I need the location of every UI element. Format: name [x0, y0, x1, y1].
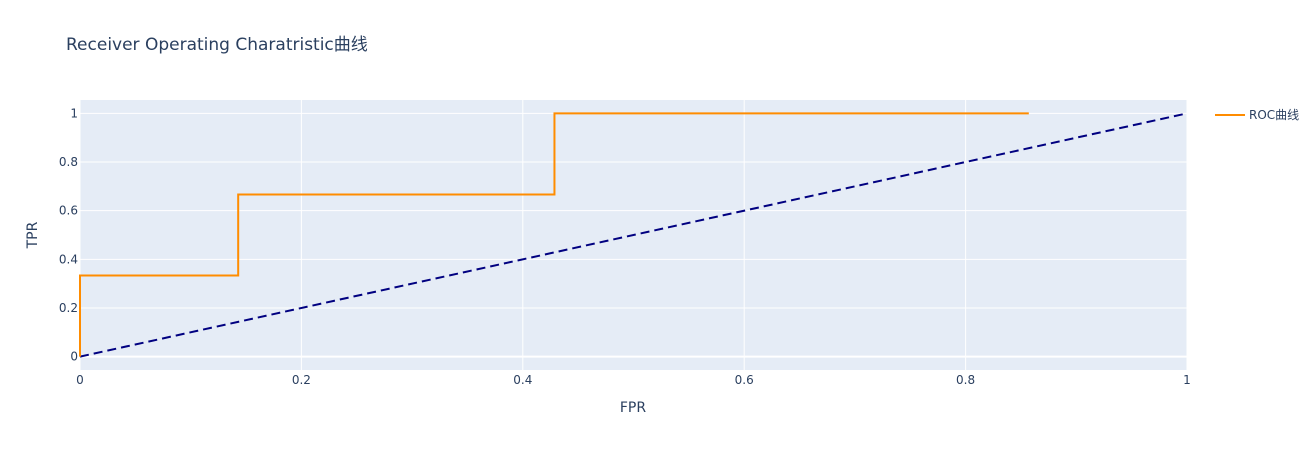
- y-tick-label: 1: [70, 106, 78, 120]
- x-tick-label: 0: [76, 373, 84, 387]
- y-axis-ticks: 0 0.2 0.4 0.6 0.8 1: [59, 106, 78, 363]
- diagonal-reference-line: [79, 112, 1188, 358]
- y-tick-label: 0.4: [59, 252, 78, 266]
- x-tick-label: 0.6: [735, 373, 754, 387]
- x-tick-label: 0.2: [292, 373, 311, 387]
- legend-label[interactable]: ROC曲线: [1249, 108, 1299, 122]
- x-axis-ticks: 0 0.2 0.4 0.6 0.8 1: [76, 373, 1191, 387]
- legend: ROC曲线: [1215, 108, 1299, 122]
- roc-curve-line: [79, 112, 1029, 357]
- series-layer: [79, 112, 1188, 358]
- x-tick-label: 0.8: [956, 373, 975, 387]
- x-tick-label: 1: [1183, 373, 1191, 387]
- y-tick-label: 0.8: [59, 155, 78, 169]
- y-tick-label: 0.6: [59, 204, 78, 218]
- y-tick-label: 0: [70, 350, 78, 364]
- x-axis-title: FPR: [620, 400, 646, 416]
- y-tick-label: 0.2: [59, 301, 78, 315]
- y-axis-title: TPR: [25, 221, 41, 249]
- chart-title: Receiver Operating Charatristic曲线: [66, 35, 368, 55]
- x-tick-label: 0.4: [513, 373, 532, 387]
